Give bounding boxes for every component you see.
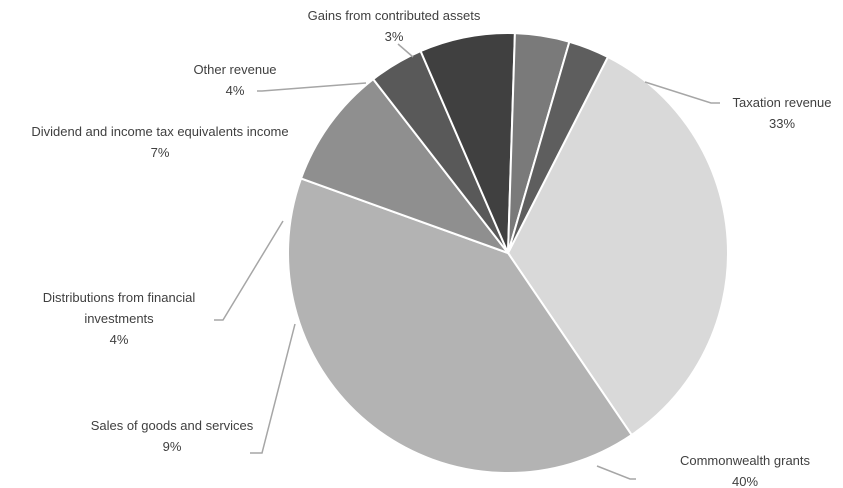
data-label-distributions-from-financial-investments: Distributions from financial investments 4… — [43, 290, 196, 347]
data-labels-layer: Taxation revenue 33% Commonwealth grants 40… — [31, 8, 831, 488]
leader-line-gains-from-contributed-assets — [397, 43, 414, 58]
data-label-gains-from-contributed-assets: Gains from contributed assets 3% — [308, 8, 481, 44]
data-label-name: Gains from contributed assets — [308, 8, 481, 23]
leader-line-other-revenue — [257, 82, 367, 92]
pie-slice-commonwealth-grants — [287, 177, 634, 474]
data-label-name: Other revenue — [193, 62, 276, 77]
slices-layer — [287, 32, 729, 474]
data-label-value: 9% — [163, 439, 182, 454]
pie-slice-gains-from-contributed-assets — [507, 40, 610, 254]
data-label-value: 3% — [385, 29, 404, 44]
data-label-value: 40% — [732, 474, 758, 488]
leader-line-commonwealth-grants — [596, 465, 636, 480]
data-label-value: 4% — [110, 332, 129, 347]
data-label-name: investments — [84, 311, 154, 326]
data-label-name: Distributions from financial — [43, 290, 196, 305]
leader-line-sales-of-goods-and-services — [250, 323, 296, 454]
data-label-taxation-revenue: Taxation revenue 33% — [732, 95, 831, 131]
data-label-name: Dividend and income tax equivalents inco… — [31, 124, 288, 139]
pie-slice-taxation-revenue — [506, 55, 729, 437]
data-label-value: 7% — [151, 145, 170, 160]
data-label-commonwealth-grants: Commonwealth grants 40% — [680, 453, 811, 488]
leader-line-distributions-from-financial-investments — [214, 220, 284, 321]
pie-slice-sales-of-goods-and-services — [299, 77, 511, 256]
data-label-other-revenue: Other revenue 4% — [193, 62, 276, 98]
data-label-sales-of-goods-and-services: Sales of goods and services 9% — [91, 418, 254, 454]
data-label-name: Commonwealth grants — [680, 453, 811, 468]
data-label-dividend-and-income-tax-equivalents-income: Dividend and income tax equivalents inco… — [31, 124, 288, 160]
data-label-value: 33% — [769, 116, 795, 131]
data-label-name: Taxation revenue — [732, 95, 831, 110]
data-label-value: 4% — [226, 83, 245, 98]
leader-line-taxation-revenue — [644, 81, 720, 104]
data-label-name: Sales of goods and services — [91, 418, 254, 433]
leader-lines-layer — [214, 43, 720, 480]
